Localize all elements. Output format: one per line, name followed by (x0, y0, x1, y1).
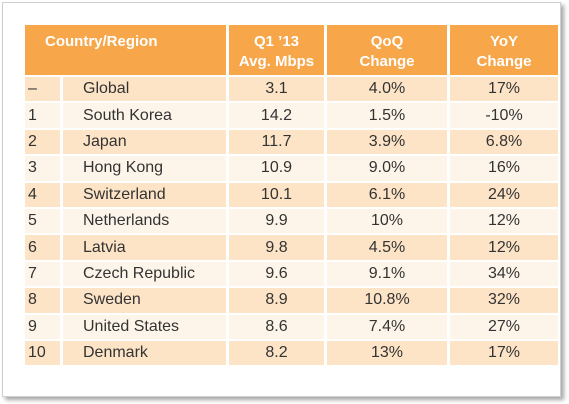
yoy-change-header: YoY Change (450, 25, 558, 75)
country-cell: United States (63, 314, 226, 339)
country-cell: Japan (63, 129, 226, 155)
qoq-change-cell: 9.0% (327, 156, 447, 181)
table-row: 1 South Korea 14.2 1.5% -10% (25, 103, 558, 128)
yoy-change-cell: 6.8% (450, 129, 558, 155)
table-row: 3 Hong Kong 10.9 9.0% 16% (25, 156, 558, 181)
avg-mbps-cell: 3.1 (229, 77, 324, 102)
yoy-change-cell: 32% (450, 288, 558, 313)
yoy-change-cell: -10% (450, 103, 558, 128)
avg-mbps-cell: 8.9 (229, 288, 324, 313)
qoq-change-header-line1: QoQ (370, 33, 404, 50)
qoq-change-cell: 1.5% (327, 103, 447, 128)
avg-mbps-cell: 14.2 (229, 103, 324, 128)
qoq-change-cell: 10% (327, 208, 447, 234)
country-cell: Czech Republic (63, 261, 226, 287)
avg-mbps-cell: 9.6 (229, 261, 324, 287)
country-cell: Global (63, 77, 226, 102)
yoy-change-cell: 16% (450, 156, 558, 181)
yoy-change-cell: 27% (450, 314, 558, 339)
avg-mbps-cell: 9.9 (229, 208, 324, 234)
country-region-header: Country/Region (25, 25, 226, 75)
avg-mbps-cell: 8.2 (229, 340, 324, 366)
country-cell: Denmark (63, 340, 226, 366)
avg-mbps-cell: 11.7 (229, 129, 324, 155)
country-cell: Hong Kong (63, 156, 226, 181)
table-row: 8 Sweden 8.9 10.8% 32% (25, 288, 558, 313)
qoq-change-cell: 9.1% (327, 261, 447, 287)
yoy-change-cell: 17% (450, 77, 558, 102)
table-header: Country/Region Q1 ’13 Avg. Mbps QoQ Chan… (25, 25, 558, 75)
yoy-change-cell: 34% (450, 261, 558, 287)
country-region-header-label: Country/Region (45, 33, 158, 50)
table-row: 7 Czech Republic 9.6 9.1% 34% (25, 261, 558, 287)
table-row: – Global 3.1 4.0% 17% (25, 77, 558, 102)
qoq-change-cell: 3.9% (327, 129, 447, 155)
qoq-change-cell: 4.0% (327, 77, 447, 102)
connection-speed-table: Country/Region Q1 ’13 Avg. Mbps QoQ Chan… (22, 23, 561, 367)
rank-cell: 8 (25, 288, 60, 313)
avg-mbps-cell: 8.6 (229, 314, 324, 339)
rank-cell: 6 (25, 235, 60, 260)
table-row: 6 Latvia 9.8 4.5% 12% (25, 235, 558, 260)
rank-cell: 2 (25, 129, 60, 155)
qoq-change-header-line2: Change (359, 53, 415, 70)
yoy-change-cell: 24% (450, 182, 558, 207)
table-row: 5 Netherlands 9.9 10% 12% (25, 208, 558, 234)
rank-cell: 9 (25, 314, 60, 339)
table-row: 4 Switzerland 10.1 6.1% 24% (25, 182, 558, 207)
country-cell: Latvia (63, 235, 226, 260)
table-frame: Country/Region Q1 ’13 Avg. Mbps QoQ Chan… (2, 2, 561, 397)
rank-cell: 5 (25, 208, 60, 234)
avg-mbps-cell: 10.1 (229, 182, 324, 207)
avg-mbps-header-line1: Q1 ’13 (253, 33, 300, 50)
rank-cell: 4 (25, 182, 60, 207)
qoq-change-cell: 10.8% (327, 288, 447, 313)
header-row: Country/Region Q1 ’13 Avg. Mbps QoQ Chan… (25, 25, 558, 75)
yoy-change-header-line1: YoY (489, 33, 519, 50)
table-row: 9 United States 8.6 7.4% 27% (25, 314, 558, 339)
avg-mbps-cell: 9.8 (229, 235, 324, 260)
country-cell: Switzerland (63, 182, 226, 207)
country-cell: South Korea (63, 103, 226, 128)
qoq-change-cell: 7.4% (327, 314, 447, 339)
yoy-change-cell: 17% (450, 340, 558, 366)
rank-cell: – (25, 77, 60, 102)
qoq-change-cell: 6.1% (327, 182, 447, 207)
avg-mbps-cell: 10.9 (229, 156, 324, 181)
qoq-change-cell: 4.5% (327, 235, 447, 260)
qoq-change-header: QoQ Change (327, 25, 447, 75)
rank-cell: 1 (25, 103, 60, 128)
country-cell: Sweden (63, 288, 226, 313)
rank-cell: 7 (25, 261, 60, 287)
table-row: 10 Denmark 8.2 13% 17% (25, 340, 558, 366)
country-cell: Netherlands (63, 208, 226, 234)
avg-mbps-header-line2: Avg. Mbps (238, 53, 315, 70)
rank-cell: 10 (25, 340, 60, 366)
table-body: – Global 3.1 4.0% 17% 1 South Korea 14.2… (25, 77, 558, 366)
qoq-change-cell: 13% (327, 340, 447, 366)
table-row: 2 Japan 11.7 3.9% 6.8% (25, 129, 558, 155)
rank-cell: 3 (25, 156, 60, 181)
yoy-change-cell: 12% (450, 235, 558, 260)
yoy-change-header-line2: Change (476, 53, 532, 70)
avg-mbps-header: Q1 ’13 Avg. Mbps (229, 25, 324, 75)
yoy-change-cell: 12% (450, 208, 558, 234)
